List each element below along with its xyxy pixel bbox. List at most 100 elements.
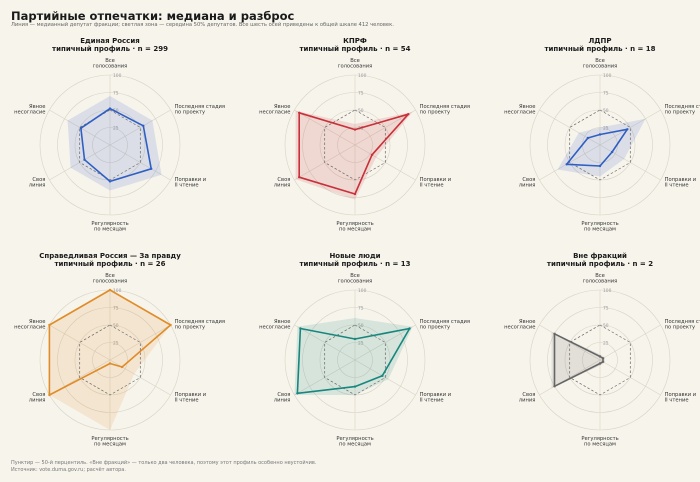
median-point	[353, 128, 357, 131]
median-point	[353, 192, 357, 196]
radial-tick-label: 75	[603, 91, 609, 97]
axis-label: Все голосования	[93, 58, 128, 70]
axis-label: Все голосования	[338, 58, 373, 70]
axis-label: Регулярность по месяцам	[91, 436, 128, 448]
median-point	[142, 124, 145, 128]
axis-label-line: Своя	[522, 177, 535, 183]
axis-label: Все голосования	[583, 58, 618, 70]
reference-hexagon	[79, 324, 141, 396]
axis-label-line: Последняя стадия	[175, 319, 225, 325]
median-point	[601, 360, 605, 363]
axis-label: Все голосования	[338, 273, 373, 285]
axis-label-line: голосования	[338, 279, 373, 285]
axis-label-line: по месяцам	[339, 442, 371, 448]
radial-tick-label: 25	[358, 341, 364, 347]
axis-spoke	[294, 324, 356, 361]
axis-label-line: Последняя стадия	[420, 319, 470, 325]
median-point	[407, 113, 410, 116]
axis-spoke	[109, 324, 171, 361]
chart-title: Вне фракций	[573, 252, 627, 260]
median-point	[48, 323, 51, 327]
axis-label-line: линия	[519, 398, 536, 404]
axis-label-line: Регулярность	[581, 221, 618, 227]
axis-label-line: Поправки и	[175, 392, 207, 398]
axis-label: Регулярность по месяцам	[581, 221, 618, 233]
axis-label-line: по проекту	[175, 325, 206, 331]
axis-label: Поправки и II чтение	[665, 392, 697, 404]
axis-label-line: Поправки и	[175, 177, 207, 183]
chart-title: ЛДПР	[588, 37, 611, 45]
axis-label: Явное несогласие	[259, 104, 290, 116]
radial-tick-label: 75	[603, 306, 609, 312]
radial-tick-label: 50	[603, 108, 609, 114]
median-point	[381, 374, 384, 377]
median-point	[48, 393, 51, 397]
median-point	[296, 392, 299, 395]
reference-hexagon	[324, 324, 386, 396]
axis-label-line: Последняя стадия	[665, 104, 700, 110]
radial-tick-label: 100	[358, 288, 367, 294]
radial-tick-label: 25	[603, 126, 609, 132]
axis-label-line: Явное	[29, 319, 45, 325]
axis-label: Своя линия	[274, 177, 291, 189]
radial-tick-label: 50	[358, 323, 364, 329]
median-point	[108, 180, 112, 183]
axis-label: Явное несогласие	[504, 319, 535, 331]
axis-label: Явное несогласие	[14, 104, 45, 116]
axis-label-line: Регулярность	[91, 436, 128, 442]
axis-label-line: II чтение	[420, 183, 444, 189]
iqr-band	[557, 118, 646, 177]
axis-spoke	[109, 109, 171, 146]
axis-label-line: Своя	[32, 392, 45, 398]
axis-label-line: II чтение	[420, 398, 444, 404]
radial-tick-label: 100	[113, 288, 122, 294]
iqr-band	[295, 110, 413, 200]
chart-title: Новые люди	[329, 252, 380, 260]
median-point	[353, 385, 357, 388]
axis-spoke	[294, 109, 356, 146]
axis-label-line: II чтение	[175, 398, 199, 404]
axis-label-line: по проекту	[665, 325, 696, 331]
median-point	[598, 355, 602, 358]
radial-tick-label: 50	[113, 323, 119, 329]
axis-label-line: Поправки и	[420, 392, 452, 398]
axis-label: Регулярность по месяцам	[336, 436, 373, 448]
median-point	[150, 167, 153, 170]
iqr-band	[67, 96, 162, 191]
axis-label-line: Все	[350, 58, 360, 64]
page-title: Партийные отпечатки: медиана и разброс	[11, 9, 295, 23]
median-point	[108, 288, 112, 292]
axis-label-line: Регулярность	[581, 436, 618, 442]
reference-hexagon	[324, 109, 386, 181]
chart-subtitle: типичный профиль · n = 299	[52, 45, 168, 53]
axis-label: Поправки и II чтение	[175, 392, 207, 404]
radial-tick-label: 75	[113, 306, 119, 312]
axis-label: Явное несогласие	[259, 319, 290, 331]
axis-label-line: линия	[274, 398, 291, 404]
median-point	[553, 332, 556, 335]
axis-label-line: линия	[29, 183, 46, 189]
axis-label-line: Последняя стадия	[420, 104, 470, 110]
axis-label-line: по месяцам	[584, 227, 616, 233]
axis-label: Поправки и II чтение	[420, 392, 452, 404]
axis-label-line: линия	[274, 183, 291, 189]
radial-tick-label: 25	[113, 126, 119, 132]
axis-label-line: Регулярность	[336, 221, 373, 227]
axis-label-line: Все	[595, 273, 605, 279]
chart-subtitle: типичный профиль · n = 54	[299, 45, 410, 53]
radial-tick-label: 25	[603, 341, 609, 347]
axis-label-line: несогласие	[504, 110, 535, 116]
median-point	[598, 133, 602, 136]
axis-label-line: голосования	[583, 64, 618, 70]
axis-label-line: Последняя стадия	[665, 319, 700, 325]
axis-label: Явное несогласие	[14, 319, 45, 331]
median-point	[120, 365, 124, 369]
axis-label-line: Регулярность	[91, 221, 128, 227]
